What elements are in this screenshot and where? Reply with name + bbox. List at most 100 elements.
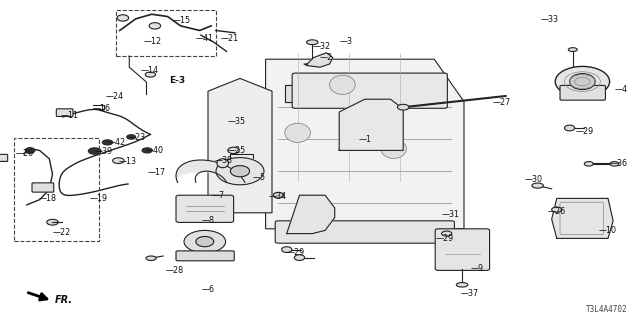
FancyBboxPatch shape xyxy=(176,195,234,222)
FancyBboxPatch shape xyxy=(275,221,454,243)
Ellipse shape xyxy=(228,147,239,154)
Ellipse shape xyxy=(442,231,452,236)
Ellipse shape xyxy=(184,230,226,253)
Text: —8: —8 xyxy=(202,216,214,225)
Ellipse shape xyxy=(564,125,575,131)
Text: E-3: E-3 xyxy=(170,76,186,85)
Text: —30: —30 xyxy=(525,175,543,184)
Text: —29: —29 xyxy=(287,248,305,257)
Text: —7: —7 xyxy=(211,191,225,200)
Text: —36: —36 xyxy=(609,159,627,168)
Polygon shape xyxy=(552,198,613,238)
Polygon shape xyxy=(266,59,464,229)
Text: —22: —22 xyxy=(52,228,71,237)
Text: —3: —3 xyxy=(339,37,352,46)
Text: —17: —17 xyxy=(147,168,165,177)
Text: —37: —37 xyxy=(461,289,479,298)
Polygon shape xyxy=(285,84,404,102)
Ellipse shape xyxy=(88,148,101,154)
Bar xyxy=(116,10,216,56)
Text: —6: —6 xyxy=(202,285,214,294)
Ellipse shape xyxy=(456,283,468,287)
Ellipse shape xyxy=(610,162,619,166)
Text: —25: —25 xyxy=(227,146,246,155)
Ellipse shape xyxy=(330,75,355,94)
FancyBboxPatch shape xyxy=(56,109,73,116)
Polygon shape xyxy=(208,78,272,213)
Ellipse shape xyxy=(381,139,406,158)
Ellipse shape xyxy=(127,135,136,139)
Text: —28: —28 xyxy=(165,266,183,275)
Ellipse shape xyxy=(230,166,250,177)
Ellipse shape xyxy=(282,247,292,252)
Text: —32: —32 xyxy=(312,42,330,51)
Ellipse shape xyxy=(217,159,228,168)
Text: —27: —27 xyxy=(493,98,511,107)
Ellipse shape xyxy=(570,74,595,90)
Text: —20: —20 xyxy=(16,149,34,158)
Text: —11: —11 xyxy=(61,111,79,120)
Text: FR.: FR. xyxy=(54,295,72,305)
Ellipse shape xyxy=(149,23,161,29)
Polygon shape xyxy=(304,53,333,67)
Ellipse shape xyxy=(146,256,156,260)
Ellipse shape xyxy=(397,104,409,110)
Text: —31: —31 xyxy=(442,210,460,219)
Text: —34: —34 xyxy=(269,192,287,201)
Text: —16: —16 xyxy=(93,104,111,113)
Ellipse shape xyxy=(196,236,214,247)
Text: —42: —42 xyxy=(108,138,125,147)
Ellipse shape xyxy=(145,72,156,77)
Ellipse shape xyxy=(568,48,577,52)
Text: —12: —12 xyxy=(144,37,162,46)
Text: T3L4A4702: T3L4A4702 xyxy=(586,305,627,314)
Ellipse shape xyxy=(26,148,35,153)
Ellipse shape xyxy=(532,183,543,188)
Text: —29: —29 xyxy=(435,234,454,243)
Ellipse shape xyxy=(47,219,58,225)
Ellipse shape xyxy=(113,158,124,164)
Text: —23: —23 xyxy=(128,133,146,142)
Text: —1: —1 xyxy=(358,135,371,144)
Text: —5: —5 xyxy=(253,173,266,182)
Text: —26: —26 xyxy=(547,207,565,216)
Text: —9: —9 xyxy=(470,264,484,273)
Text: —33: —33 xyxy=(541,15,559,24)
Ellipse shape xyxy=(584,162,593,166)
Text: —24: —24 xyxy=(106,92,124,100)
Polygon shape xyxy=(287,195,335,234)
Text: —39: —39 xyxy=(95,147,113,156)
Text: —10: —10 xyxy=(598,226,616,235)
Text: —21: —21 xyxy=(221,34,239,43)
Ellipse shape xyxy=(552,207,562,212)
Ellipse shape xyxy=(117,15,129,21)
Text: —38: —38 xyxy=(214,156,232,164)
Ellipse shape xyxy=(102,140,113,145)
Text: —2: —2 xyxy=(320,53,333,62)
Ellipse shape xyxy=(294,255,305,260)
FancyBboxPatch shape xyxy=(435,229,490,270)
Text: —13: —13 xyxy=(118,157,136,166)
Text: —35: —35 xyxy=(227,117,245,126)
Text: —29: —29 xyxy=(576,127,595,136)
FancyBboxPatch shape xyxy=(176,251,234,261)
Ellipse shape xyxy=(216,158,264,185)
Text: —14: —14 xyxy=(141,66,159,75)
FancyBboxPatch shape xyxy=(32,183,54,192)
Text: —4: —4 xyxy=(614,85,627,94)
FancyBboxPatch shape xyxy=(560,85,605,100)
Ellipse shape xyxy=(307,40,318,45)
Text: —19: —19 xyxy=(90,194,108,203)
Polygon shape xyxy=(339,99,403,150)
Ellipse shape xyxy=(285,123,310,142)
Text: —15: —15 xyxy=(173,16,191,25)
Text: —40: —40 xyxy=(146,146,164,155)
FancyBboxPatch shape xyxy=(0,154,8,161)
Bar xyxy=(14,138,99,241)
Text: —18: —18 xyxy=(38,194,56,203)
Ellipse shape xyxy=(555,67,610,97)
Text: —41: —41 xyxy=(196,34,214,43)
FancyBboxPatch shape xyxy=(292,73,447,108)
Ellipse shape xyxy=(142,148,152,153)
Ellipse shape xyxy=(273,192,284,198)
